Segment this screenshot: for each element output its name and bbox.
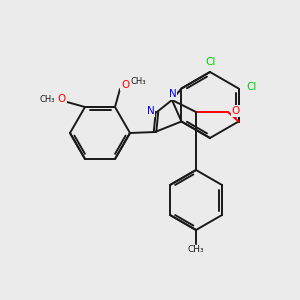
Text: O: O — [121, 80, 129, 90]
Text: CH₃: CH₃ — [188, 245, 204, 254]
Text: N: N — [169, 89, 177, 99]
Text: CH₃: CH₃ — [39, 94, 55, 103]
Text: Cl: Cl — [206, 57, 216, 67]
Text: N: N — [147, 106, 155, 116]
Text: O: O — [58, 94, 66, 104]
Text: O: O — [232, 106, 240, 116]
Text: CH₃: CH₃ — [130, 76, 146, 85]
Text: Cl: Cl — [246, 82, 257, 92]
